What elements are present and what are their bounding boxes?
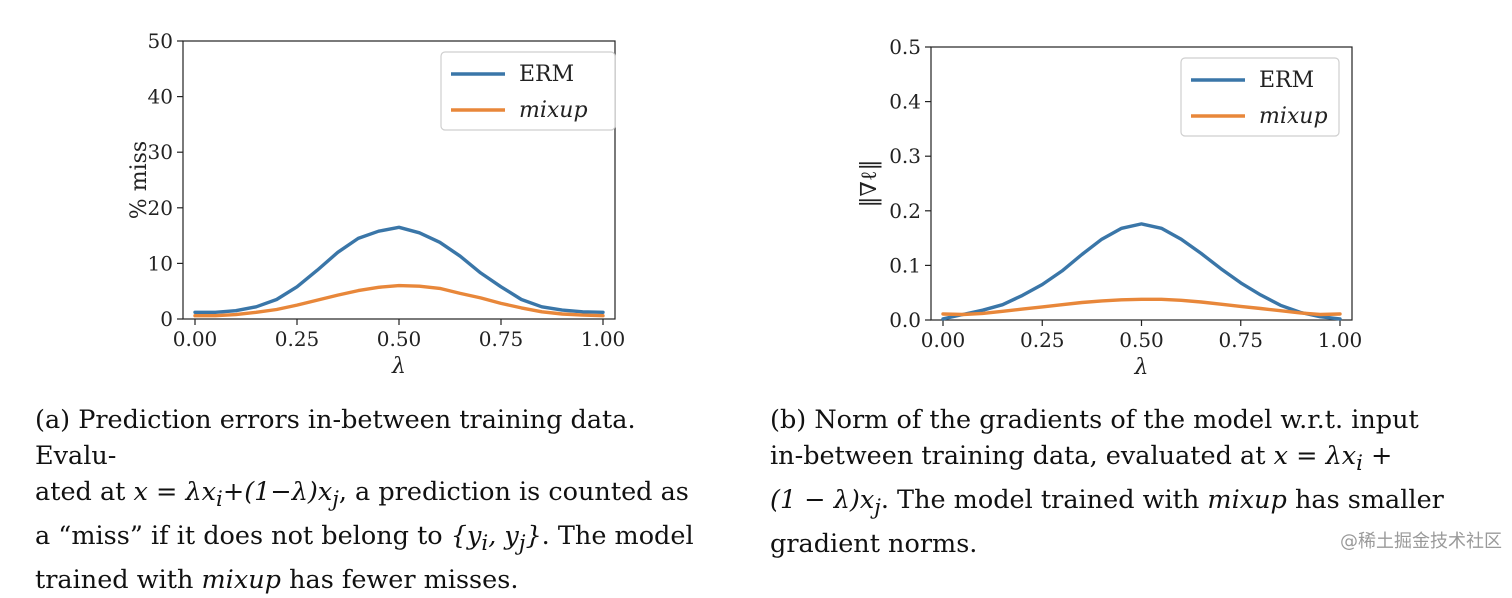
x-tick-label: 1.00: [581, 327, 626, 351]
caption-b-math: (1 − λ)x: [770, 485, 875, 516]
caption-a-emphasis: mixup: [201, 565, 281, 596]
caption-a-text: trained with: [35, 565, 202, 596]
caption-a-math: }: [525, 521, 542, 552]
caption-b-line-4: gradient norms.: [770, 529, 978, 560]
x-tick-label: 0.25: [1020, 328, 1065, 352]
legend-label-mixup: mixup: [1259, 104, 1328, 129]
y-tick-label: 0.0: [889, 308, 921, 332]
x-tick-label: 0.75: [479, 327, 524, 351]
caption-a-text: , a prediction is counted as: [338, 477, 689, 507]
caption-a-text: a “miss” if it does not belong to: [35, 521, 451, 552]
caption-a-text: ated at: [35, 477, 134, 507]
series-line-erm: [193, 225, 605, 314]
y-tick-label: 0.1: [889, 253, 921, 277]
caption-a-math: {y: [450, 521, 482, 552]
caption-a-line-4: trained with mixup has fewer misses.: [35, 562, 725, 598]
series-line-mixup: [193, 283, 605, 318]
caption-a-math-sub: i: [216, 487, 223, 513]
caption-a-math-sub: j: [332, 487, 339, 513]
caption-a-math-sub: i: [481, 531, 489, 557]
x-tick-label: 0.25: [275, 327, 320, 351]
caption-b-math: x = λx: [1273, 441, 1357, 471]
y-tick-label: 0.5: [889, 35, 921, 59]
caption-b-math-sub: j: [874, 495, 881, 521]
x-axis-label: λ: [391, 354, 406, 379]
caption-b-emphasis: mixup: [1207, 485, 1287, 516]
y-tick-label: 10: [148, 251, 173, 275]
x-tick-label: 0.75: [1218, 328, 1263, 352]
caption-a-line-3: a “miss” if it does not belong to {yi, y…: [35, 518, 725, 562]
series-line-mixup: [941, 297, 1342, 317]
caption-b-line-2: in-between training data, evaluated at x…: [770, 438, 1460, 482]
y-tick-label: 30: [148, 140, 173, 164]
chart-a: 0.00 0.25 0.50 0.75 1.00 0 10 20 30 40 50 λ % miss ER…: [127, 29, 626, 379]
caption-a-line-2: ated at x = λxi+(1−λ)xj, a prediction is…: [35, 474, 725, 518]
caption-b-text: . The model trained with: [880, 485, 1208, 516]
y-tick-label: 0: [160, 307, 173, 331]
y-axis-label: % miss: [127, 141, 152, 219]
caption-a-math: +(1−λ)x: [222, 477, 333, 507]
x-tick-label: 0.00: [173, 327, 218, 351]
x-axis-label: λ: [1134, 355, 1149, 380]
caption-b-line-3: (1 − λ)xj. The model trained with mixup …: [770, 482, 1460, 526]
legend-label-erm: ERM: [1259, 68, 1314, 93]
caption-b-math: +: [1362, 441, 1393, 471]
caption-a-text: has fewer misses.: [280, 565, 519, 596]
chart-b: 0.00 0.25 0.50 0.75 1.00 0.0 0.1 0.2 0.3 0.4 0.5 λ ‖…: [857, 35, 1363, 380]
y-tick-label: 40: [148, 85, 173, 109]
y-tick-label: 20: [148, 196, 173, 220]
panel-b: 0.00 0.25 0.50 0.75 1.00 0.0 0.1 0.2 0.3 0.4 0.5 λ ‖…: [756, 0, 1512, 567]
x-tick-label: 0.50: [1119, 328, 1164, 352]
caption-b-line-1: (b) Norm of the gradients of the model w…: [770, 405, 1419, 435]
y-axis-label: ‖∇ℓ‖: [857, 160, 882, 208]
caption-a-math: , y: [488, 521, 519, 552]
caption-a-math: x = λx: [133, 477, 217, 507]
panel-a: 0.00 0.25 0.50 0.75 1.00 0 10 20 30 40 50 λ % miss ER…: [0, 0, 756, 595]
x-tick-label: 0.50: [377, 327, 422, 351]
y-tick-label: 0.2: [889, 199, 921, 223]
caption-a-line-1: (a) Prediction errors in-between trainin…: [35, 405, 636, 471]
y-tick-label: 50: [148, 29, 173, 53]
caption-a: (a) Prediction errors in-between trainin…: [35, 402, 725, 598]
x-tick-label: 0.00: [921, 328, 966, 352]
series-line-erm: [941, 222, 1342, 321]
legend-label-erm: ERM: [519, 62, 574, 87]
y-tick-label: 0.4: [889, 90, 921, 114]
watermark: @稀土掘金技术社区: [1340, 531, 1502, 552]
caption-a-math-sub: j: [518, 531, 526, 557]
legend-label-mixup: mixup: [519, 98, 588, 123]
caption-b-text: in-between training data, evaluated at: [770, 441, 1274, 471]
caption-a-text: . The model: [541, 521, 694, 552]
caption-b-math-sub: i: [1356, 451, 1363, 477]
caption-b-text: has smaller: [1286, 485, 1444, 516]
caption-b: (b) Norm of the gradients of the model w…: [770, 402, 1460, 562]
y-tick-label: 0.3: [889, 144, 921, 168]
x-tick-label: 1.00: [1318, 328, 1363, 352]
